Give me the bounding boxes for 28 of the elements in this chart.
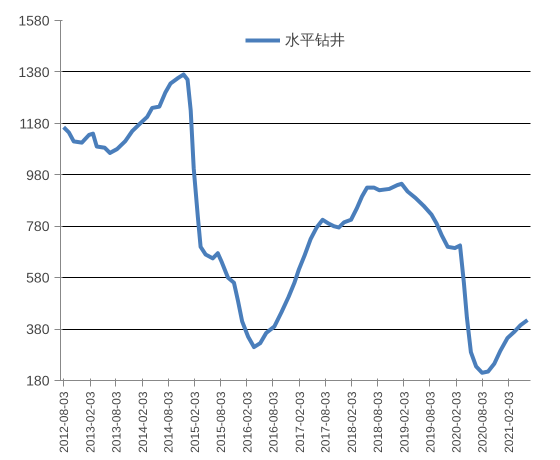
x-tick-label: 2016-08-03: [266, 391, 280, 453]
x-tick-label: 2013-08-03: [109, 391, 124, 453]
legend-label: 水平钻井: [285, 30, 345, 50]
x-tick-label: 2012-08-03: [57, 391, 72, 453]
y-tick-label: 1580: [18, 12, 50, 28]
x-tick-label: 2015-02-03: [188, 391, 202, 453]
x-tick-label: 2020-02-03: [450, 391, 464, 453]
y-tick-label: 1180: [19, 115, 50, 132]
x-tick-label: 2020-08-03: [476, 391, 490, 453]
x-tick-label: 2019-08-03: [423, 391, 438, 453]
x-tick-label: 2018-02-03: [345, 391, 360, 453]
line-series: [62, 72, 530, 375]
x-tick-label: 2016-02-03: [240, 391, 254, 453]
y-tick-label: 180: [26, 372, 50, 388]
x-tick-label: 2017-08-03: [318, 391, 333, 453]
x-tick-label: 2018-08-03: [371, 391, 386, 453]
x-tick-label: 2014-02-03: [136, 391, 150, 453]
x-tick-label: 2017-02-03: [292, 391, 307, 453]
x-tick-label: 2014-08-03: [162, 391, 176, 453]
y-tick-label: 780: [26, 218, 50, 234]
y-tick-label: 980: [26, 166, 50, 183]
x-tick-label: 2013-02-03: [84, 391, 98, 453]
y-tick-label: 580: [26, 270, 50, 286]
x-tick-label: 2015-08-03: [214, 391, 228, 453]
y-tick-label: 380: [26, 321, 50, 338]
y-tick-label: 1380: [18, 64, 50, 80]
x-tick-label: 2019-02-03: [397, 391, 412, 453]
x-tick-label: 2021-02-03: [502, 391, 516, 453]
